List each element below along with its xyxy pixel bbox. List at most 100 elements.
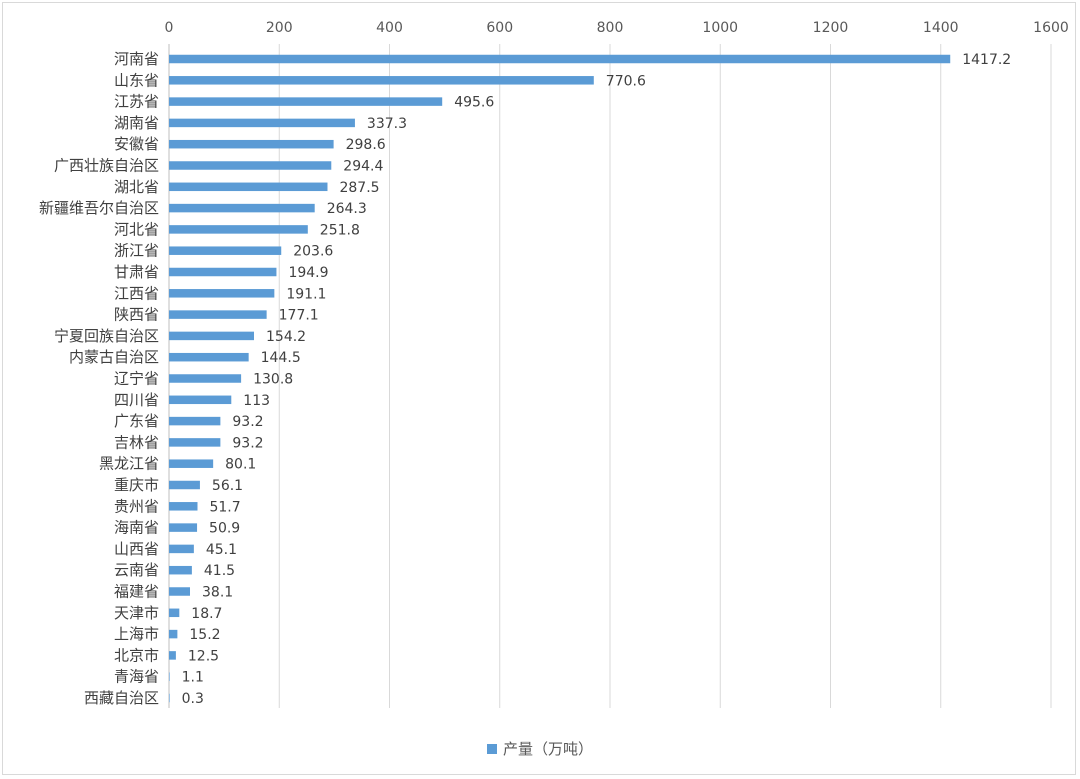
bar [169,182,328,192]
bar [169,587,191,596]
bar [169,502,198,511]
data-label: 298.6 [346,137,386,153]
x-tick-label: 0 [165,20,174,36]
x-tick-label: 1000 [702,20,738,36]
category-label: 重庆市 [114,476,159,494]
bar [169,76,594,85]
data-label: 770.6 [606,73,646,89]
category-label: 山西省 [114,540,159,558]
category-label: 西藏自治区 [84,689,159,707]
data-label: 1417.2 [962,52,1011,68]
data-label: 0.3 [182,691,204,707]
x-tick-label: 600 [486,20,513,36]
data-label: 264.3 [327,201,367,217]
data-label: 80.1 [225,457,256,473]
category-label: 四川省 [114,391,159,409]
bar [169,54,951,64]
bar [169,246,282,255]
bar [169,438,221,447]
bar [169,480,200,490]
category-label: 甘肃省 [114,263,159,281]
data-label: 251.8 [320,222,360,238]
x-tick-label: 200 [266,20,293,36]
data-label: 12.5 [188,648,219,664]
bar [169,416,221,426]
category-label: 海南省 [114,519,159,537]
data-label: 130.8 [253,372,293,388]
x-tick-label: 1400 [923,20,959,36]
category-label: 贵州省 [114,497,159,515]
bar-chart: 0 200 400 600 800 1000 1200 1400 1600 河南省 1417.2 山东… [39,20,1069,708]
x-tick-label: 1600 [1033,20,1069,36]
category-label: 吉林省 [114,433,159,451]
x-tick-label: 400 [376,20,403,36]
data-label: 203.6 [293,244,333,260]
data-label: 41.5 [204,563,235,579]
category-label: 内蒙古自治区 [69,348,159,366]
category-label: 湖南省 [114,114,159,132]
category-label: 辽宁省 [114,370,159,388]
bar [169,523,198,532]
legend-label: 产量（万吨） [502,740,593,758]
category-label: 广东省 [114,412,159,430]
bar [169,459,214,468]
bar [169,118,355,128]
bar [169,139,334,149]
category-label: 广西壮族自治区 [54,157,159,175]
data-label: 177.1 [279,308,319,324]
data-label: 45.1 [206,542,237,558]
data-label: 113 [243,393,270,409]
data-label: 287.5 [339,180,379,196]
category-label: 河北省 [114,220,159,238]
bar [169,289,275,298]
data-label: 294.4 [343,159,383,175]
bar [169,395,232,405]
bar [169,267,277,277]
category-label: 宁夏回族自治区 [54,327,159,345]
x-tick-label: 1200 [813,20,849,36]
bar [169,97,443,106]
category-label: 浙江省 [114,242,159,260]
category-label: 安徽省 [114,135,159,153]
data-label: 191.1 [286,286,326,302]
bar [169,161,332,170]
data-label: 38.1 [202,585,233,601]
data-label: 337.3 [367,116,407,132]
bar [169,651,176,660]
category-label: 河南省 [114,50,159,68]
category-label: 天津市 [114,604,159,622]
category-label: 北京市 [114,646,159,664]
data-label: 56.1 [212,478,243,494]
bar [169,310,267,319]
category-label: 山东省 [114,71,159,89]
x-tick-label: 800 [597,20,624,36]
legend: 产量（万吨） [0,738,1080,759]
category-label: 江苏省 [114,93,159,111]
bar [169,374,242,383]
data-label: 18.7 [191,606,222,622]
bar [169,225,308,234]
category-label: 黑龙江省 [99,455,159,473]
bar [169,544,194,554]
data-label: 51.7 [209,499,240,515]
data-label: 194.9 [288,265,328,281]
category-label: 新疆维吾尔自治区 [39,199,159,217]
bar [169,203,315,213]
category-label: 福建省 [114,583,159,601]
bar [169,565,192,575]
data-label: 144.5 [261,350,301,366]
category-label: 云南省 [114,561,159,579]
data-label: 154.2 [266,329,306,345]
data-label: 93.2 [232,435,263,451]
bar [169,352,249,362]
data-label: 15.2 [189,627,220,643]
bar [169,331,255,341]
bar [169,608,180,618]
category-label: 青海省 [114,668,159,686]
data-label: 1.1 [182,670,204,686]
data-label: 495.6 [454,95,494,111]
category-label: 上海市 [114,625,159,643]
bar [169,693,170,703]
bar [169,672,170,681]
